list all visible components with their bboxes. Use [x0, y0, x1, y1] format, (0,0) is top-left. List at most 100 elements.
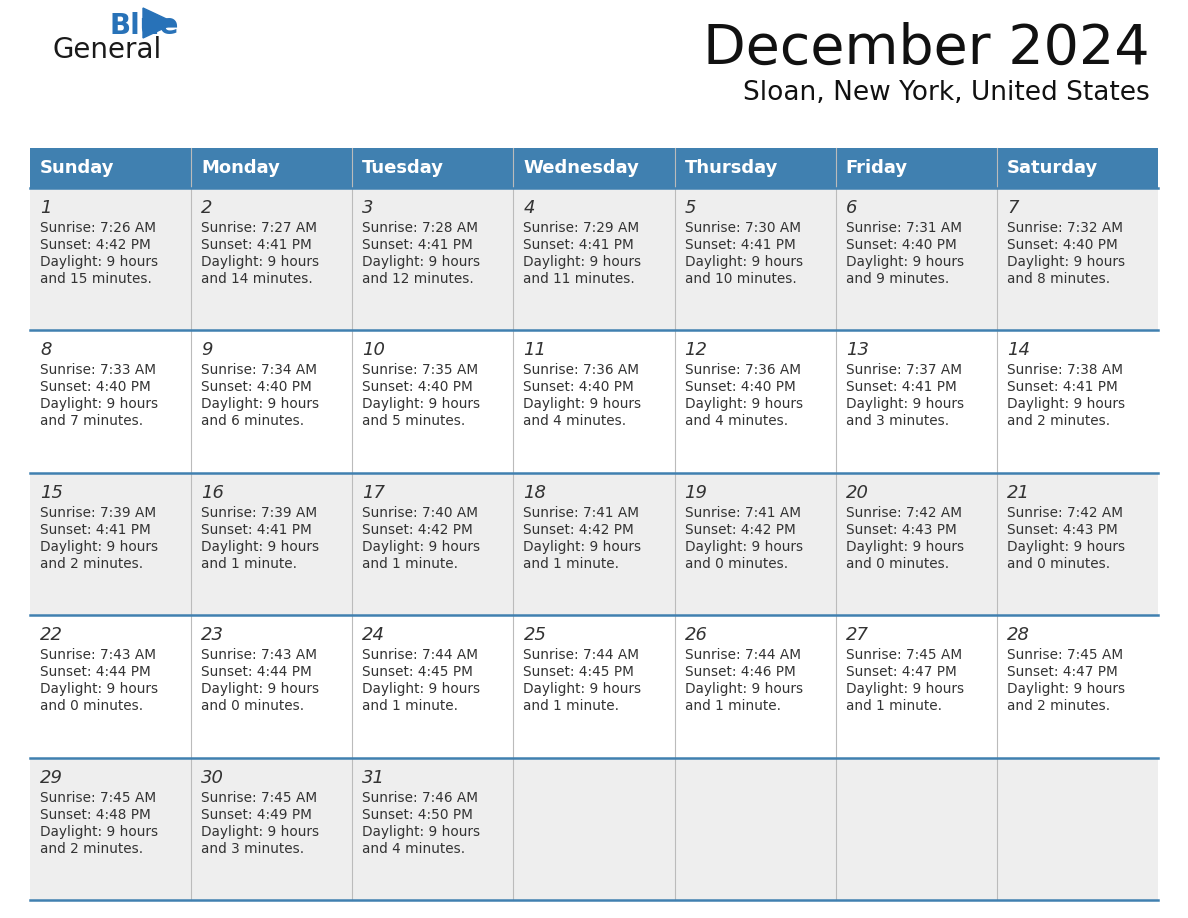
Text: and 2 minutes.: and 2 minutes.	[40, 557, 143, 571]
Text: 3: 3	[362, 199, 374, 217]
Text: Daylight: 9 hours: Daylight: 9 hours	[684, 397, 803, 411]
Text: Monday: Monday	[201, 159, 280, 177]
Text: and 0 minutes.: and 0 minutes.	[40, 700, 143, 713]
Text: Sunrise: 7:46 AM: Sunrise: 7:46 AM	[362, 790, 479, 804]
Text: Sunset: 4:46 PM: Sunset: 4:46 PM	[684, 666, 795, 679]
Text: Sunset: 4:43 PM: Sunset: 4:43 PM	[846, 522, 956, 537]
Bar	[30, 473, 1158, 615]
Text: 16: 16	[201, 484, 225, 502]
Text: and 14 minutes.: and 14 minutes.	[201, 272, 312, 286]
Text: Daylight: 9 hours: Daylight: 9 hours	[201, 397, 320, 411]
Text: Sunrise: 7:34 AM: Sunrise: 7:34 AM	[201, 364, 317, 377]
Text: 24: 24	[362, 626, 385, 644]
Text: 11: 11	[524, 341, 546, 360]
Text: Sunset: 4:40 PM: Sunset: 4:40 PM	[684, 380, 795, 395]
Text: and 0 minutes.: and 0 minutes.	[846, 557, 949, 571]
Text: Sunrise: 7:43 AM: Sunrise: 7:43 AM	[40, 648, 156, 662]
Text: 18: 18	[524, 484, 546, 502]
Text: Sunset: 4:45 PM: Sunset: 4:45 PM	[362, 666, 473, 679]
Text: 4: 4	[524, 199, 535, 217]
Text: 12: 12	[684, 341, 708, 360]
Text: 1: 1	[40, 199, 51, 217]
Text: and 6 minutes.: and 6 minutes.	[201, 414, 304, 429]
Text: Sunset: 4:41 PM: Sunset: 4:41 PM	[846, 380, 956, 395]
Text: Daylight: 9 hours: Daylight: 9 hours	[201, 682, 320, 696]
Text: Sunset: 4:50 PM: Sunset: 4:50 PM	[362, 808, 473, 822]
Text: Sunset: 4:45 PM: Sunset: 4:45 PM	[524, 666, 634, 679]
Text: Sunrise: 7:45 AM: Sunrise: 7:45 AM	[846, 648, 962, 662]
Text: Daylight: 9 hours: Daylight: 9 hours	[846, 397, 963, 411]
Text: Sunset: 4:44 PM: Sunset: 4:44 PM	[40, 666, 151, 679]
Text: Sunset: 4:41 PM: Sunset: 4:41 PM	[201, 238, 312, 252]
Text: Saturday: Saturday	[1007, 159, 1098, 177]
Text: and 8 minutes.: and 8 minutes.	[1007, 272, 1110, 286]
Text: Daylight: 9 hours: Daylight: 9 hours	[684, 540, 803, 554]
Text: 20: 20	[846, 484, 868, 502]
Text: Daylight: 9 hours: Daylight: 9 hours	[1007, 255, 1125, 269]
Text: Sunrise: 7:39 AM: Sunrise: 7:39 AM	[40, 506, 156, 520]
Text: 13: 13	[846, 341, 868, 360]
Text: Sunrise: 7:30 AM: Sunrise: 7:30 AM	[684, 221, 801, 235]
Text: and 12 minutes.: and 12 minutes.	[362, 272, 474, 286]
Text: Sunrise: 7:45 AM: Sunrise: 7:45 AM	[40, 790, 156, 804]
Text: Sunset: 4:41 PM: Sunset: 4:41 PM	[684, 238, 795, 252]
Text: Sunset: 4:42 PM: Sunset: 4:42 PM	[524, 522, 634, 537]
Text: and 3 minutes.: and 3 minutes.	[846, 414, 949, 429]
Text: Daylight: 9 hours: Daylight: 9 hours	[1007, 397, 1125, 411]
Text: Sunrise: 7:32 AM: Sunrise: 7:32 AM	[1007, 221, 1123, 235]
Text: Sloan, New York, United States: Sloan, New York, United States	[744, 80, 1150, 106]
Text: and 11 minutes.: and 11 minutes.	[524, 272, 636, 286]
Text: Daylight: 9 hours: Daylight: 9 hours	[362, 540, 480, 554]
Text: and 5 minutes.: and 5 minutes.	[362, 414, 466, 429]
Text: and 2 minutes.: and 2 minutes.	[1007, 414, 1110, 429]
Text: Sunset: 4:42 PM: Sunset: 4:42 PM	[40, 238, 151, 252]
Text: Daylight: 9 hours: Daylight: 9 hours	[40, 255, 158, 269]
Text: and 10 minutes.: and 10 minutes.	[684, 272, 796, 286]
Text: Sunset: 4:40 PM: Sunset: 4:40 PM	[1007, 238, 1118, 252]
Text: Thursday: Thursday	[684, 159, 778, 177]
Text: Daylight: 9 hours: Daylight: 9 hours	[524, 540, 642, 554]
Text: Daylight: 9 hours: Daylight: 9 hours	[846, 540, 963, 554]
Text: Sunrise: 7:31 AM: Sunrise: 7:31 AM	[846, 221, 962, 235]
Text: and 1 minute.: and 1 minute.	[846, 700, 942, 713]
Text: Sunset: 4:41 PM: Sunset: 4:41 PM	[524, 238, 634, 252]
Text: Daylight: 9 hours: Daylight: 9 hours	[846, 682, 963, 696]
Text: Sunset: 4:41 PM: Sunset: 4:41 PM	[40, 522, 151, 537]
Text: and 4 minutes.: and 4 minutes.	[362, 842, 466, 856]
Text: and 2 minutes.: and 2 minutes.	[1007, 700, 1110, 713]
Text: and 9 minutes.: and 9 minutes.	[846, 272, 949, 286]
Text: Wednesday: Wednesday	[524, 159, 639, 177]
Text: Daylight: 9 hours: Daylight: 9 hours	[201, 540, 320, 554]
Bar	[30, 757, 1158, 900]
Text: Sunrise: 7:42 AM: Sunrise: 7:42 AM	[1007, 506, 1123, 520]
Text: and 1 minute.: and 1 minute.	[684, 700, 781, 713]
Text: and 0 minutes.: and 0 minutes.	[201, 700, 304, 713]
Text: Daylight: 9 hours: Daylight: 9 hours	[40, 397, 158, 411]
Text: 28: 28	[1007, 626, 1030, 644]
Text: Sunset: 4:40 PM: Sunset: 4:40 PM	[524, 380, 634, 395]
Text: and 3 minutes.: and 3 minutes.	[201, 842, 304, 856]
Text: Sunset: 4:40 PM: Sunset: 4:40 PM	[40, 380, 151, 395]
Text: 27: 27	[846, 626, 868, 644]
Text: 17: 17	[362, 484, 385, 502]
Text: Daylight: 9 hours: Daylight: 9 hours	[40, 682, 158, 696]
Text: 30: 30	[201, 768, 225, 787]
Text: Sunrise: 7:44 AM: Sunrise: 7:44 AM	[362, 648, 479, 662]
Text: 8: 8	[40, 341, 51, 360]
Text: and 0 minutes.: and 0 minutes.	[684, 557, 788, 571]
Text: Daylight: 9 hours: Daylight: 9 hours	[40, 540, 158, 554]
Text: Sunset: 4:43 PM: Sunset: 4:43 PM	[1007, 522, 1118, 537]
Text: and 7 minutes.: and 7 minutes.	[40, 414, 143, 429]
Text: Sunrise: 7:33 AM: Sunrise: 7:33 AM	[40, 364, 156, 377]
Text: Sunrise: 7:44 AM: Sunrise: 7:44 AM	[524, 648, 639, 662]
Text: Daylight: 9 hours: Daylight: 9 hours	[362, 255, 480, 269]
Text: Daylight: 9 hours: Daylight: 9 hours	[1007, 682, 1125, 696]
Text: December 2024: December 2024	[703, 22, 1150, 76]
Text: Daylight: 9 hours: Daylight: 9 hours	[362, 824, 480, 839]
Text: Sunrise: 7:42 AM: Sunrise: 7:42 AM	[846, 506, 962, 520]
Text: Daylight: 9 hours: Daylight: 9 hours	[524, 682, 642, 696]
Bar	[30, 148, 1158, 188]
Text: Sunset: 4:41 PM: Sunset: 4:41 PM	[201, 522, 312, 537]
Text: and 1 minute.: and 1 minute.	[524, 557, 619, 571]
Text: Daylight: 9 hours: Daylight: 9 hours	[362, 397, 480, 411]
